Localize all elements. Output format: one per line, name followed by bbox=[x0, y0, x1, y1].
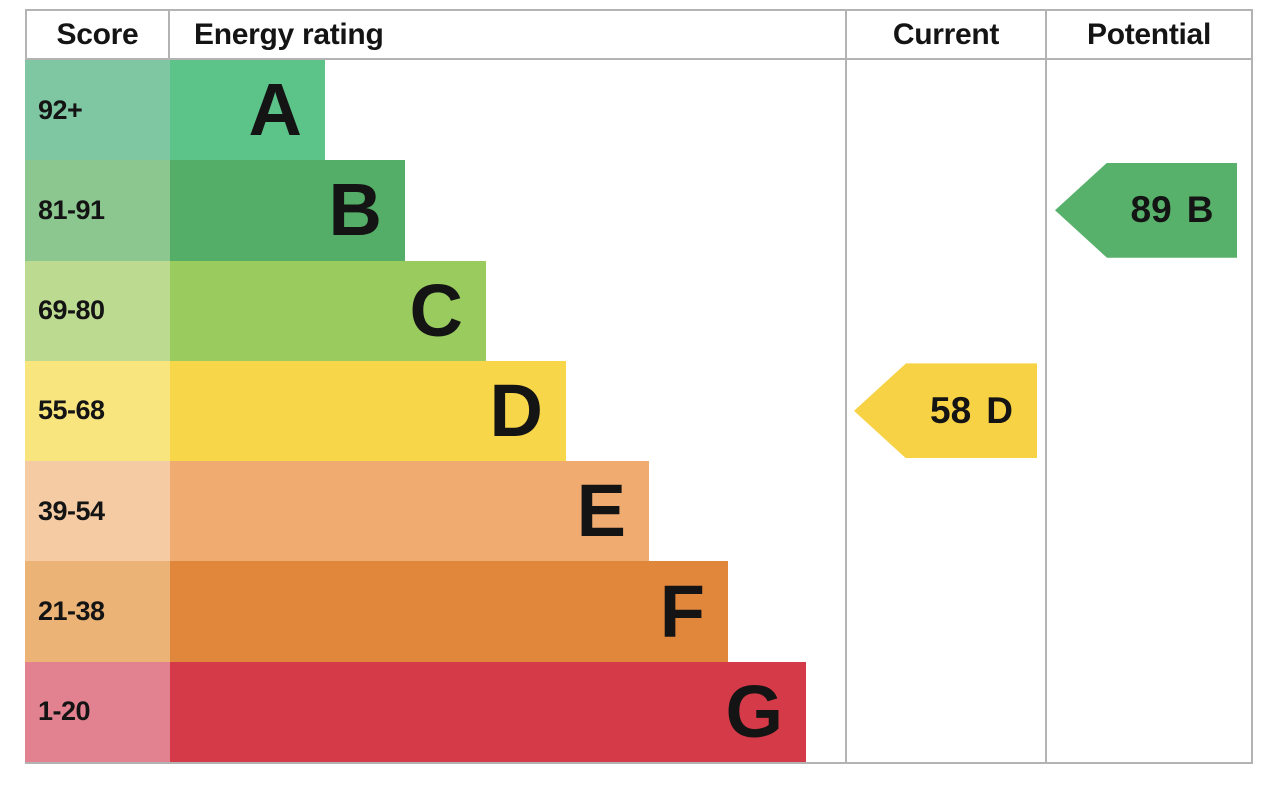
rating-letter-e: E bbox=[576, 469, 626, 553]
band-row-g: 1-20 G bbox=[25, 661, 1251, 762]
potential-column-divider bbox=[1045, 60, 1047, 762]
rating-bar-b: B bbox=[170, 160, 405, 261]
header-current: Current bbox=[845, 11, 1045, 58]
rating-letter-g: G bbox=[725, 669, 783, 753]
rating-letter-a: A bbox=[248, 68, 302, 152]
rating-bar-e: E bbox=[170, 461, 649, 562]
header-energy-rating: Energy rating bbox=[194, 17, 384, 51]
band-row-c: 69-80 C bbox=[25, 260, 1251, 361]
chart-body: 92+ A 81-91 B 69-80 C 55-68 D 39-54 bbox=[25, 60, 1253, 764]
score-cell-e: 39-54 bbox=[25, 461, 170, 562]
chart-header: Score Energy rating Current Potential bbox=[25, 11, 1253, 60]
band-row-a: 92+ A bbox=[25, 60, 1251, 161]
score-cell-d: 55-68 bbox=[25, 360, 170, 462]
rating-bar-c: C bbox=[170, 260, 486, 361]
rating-letter-c: C bbox=[409, 268, 463, 352]
potential-rating-letter: B bbox=[1186, 189, 1214, 231]
rating-bar-g: G bbox=[170, 661, 806, 762]
energy-rating-chart: Score Energy rating Current Potential 92… bbox=[25, 9, 1253, 764]
header-potential: Potential bbox=[1045, 11, 1253, 58]
score-cell-c: 69-80 bbox=[25, 260, 170, 361]
score-cell-g: 1-20 bbox=[25, 661, 170, 762]
band-row-f: 21-38 F bbox=[25, 561, 1251, 662]
current-rating-letter: D bbox=[986, 389, 1013, 431]
score-cell-a: 92+ bbox=[25, 60, 170, 161]
rating-letter-d: D bbox=[489, 368, 543, 452]
band-row-e: 39-54 E bbox=[25, 461, 1251, 562]
band-row-b: 81-91 B bbox=[25, 160, 1251, 261]
rating-bar-f: F bbox=[170, 561, 728, 662]
score-cell-b: 81-91 bbox=[25, 160, 170, 261]
header-score: Score bbox=[25, 11, 170, 58]
rating-bar-a: A bbox=[170, 60, 325, 161]
current-column-divider bbox=[845, 60, 847, 762]
current-rating-value: 58 bbox=[930, 389, 972, 431]
rating-letter-f: F bbox=[659, 569, 705, 653]
band-row-d: 55-68 D bbox=[25, 360, 1251, 462]
score-cell-f: 21-38 bbox=[25, 561, 170, 662]
rating-letter-b: B bbox=[328, 168, 382, 252]
rating-bar-d: D bbox=[170, 360, 566, 462]
potential-rating-value: 89 bbox=[1130, 189, 1172, 231]
